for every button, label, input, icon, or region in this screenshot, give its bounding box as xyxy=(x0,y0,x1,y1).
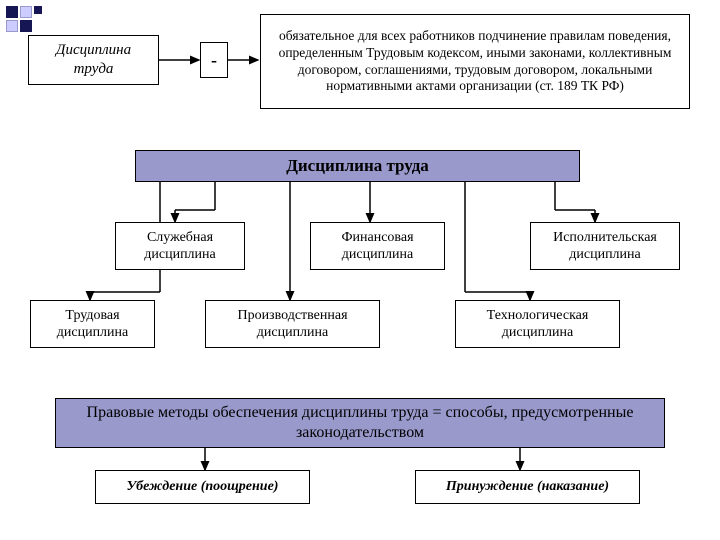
definition-box: обязательное для всех работников подчине… xyxy=(260,14,690,109)
hub-text: Дисциплина труда xyxy=(286,155,429,176)
branch-trudovaya: Трудовая дисциплина xyxy=(30,300,155,348)
method-persuasion-text: Убеждение (поощрение) xyxy=(127,478,279,496)
branch-proizvodstvennaya: Производственная дисциплина xyxy=(205,300,380,348)
branch-tekhnologicheskaya-text: Технологическая дисциплина xyxy=(464,307,611,342)
branch-sluzhebnaya: Служебная дисциплина xyxy=(115,222,245,270)
branch-ispolnitelskaya-text: Исполнительская дисциплина xyxy=(539,229,671,264)
method-coercion-text: Принуждение (наказание) xyxy=(446,478,609,496)
top-left-text: Дисциплина труда xyxy=(37,41,150,79)
methods-bar-text: Правовые методы обеспечения дисциплины т… xyxy=(64,403,656,443)
dash-text: - xyxy=(211,49,217,72)
branch-finansovaya-text: Финансовая дисциплина xyxy=(319,229,436,264)
branch-proizvodstvennaya-text: Производственная дисциплина xyxy=(214,307,371,342)
branch-finansovaya: Финансовая дисциплина xyxy=(310,222,445,270)
branch-tekhnologicheskaya: Технологическая дисциплина xyxy=(455,300,620,348)
branch-sluzhebnaya-text: Служебная дисциплина xyxy=(124,229,236,264)
hub-box: Дисциплина труда xyxy=(135,150,580,182)
branch-trudovaya-text: Трудовая дисциплина xyxy=(39,307,146,342)
methods-bar: Правовые методы обеспечения дисциплины т… xyxy=(55,398,665,448)
top-left-label: Дисциплина труда xyxy=(28,35,159,85)
definition-text: обязательное для всех работников подчине… xyxy=(269,28,681,96)
dash-box: - xyxy=(200,42,228,78)
branch-ispolnitelskaya: Исполнительская дисциплина xyxy=(530,222,680,270)
method-persuasion: Убеждение (поощрение) xyxy=(95,470,310,504)
method-coercion: Принуждение (наказание) xyxy=(415,470,640,504)
